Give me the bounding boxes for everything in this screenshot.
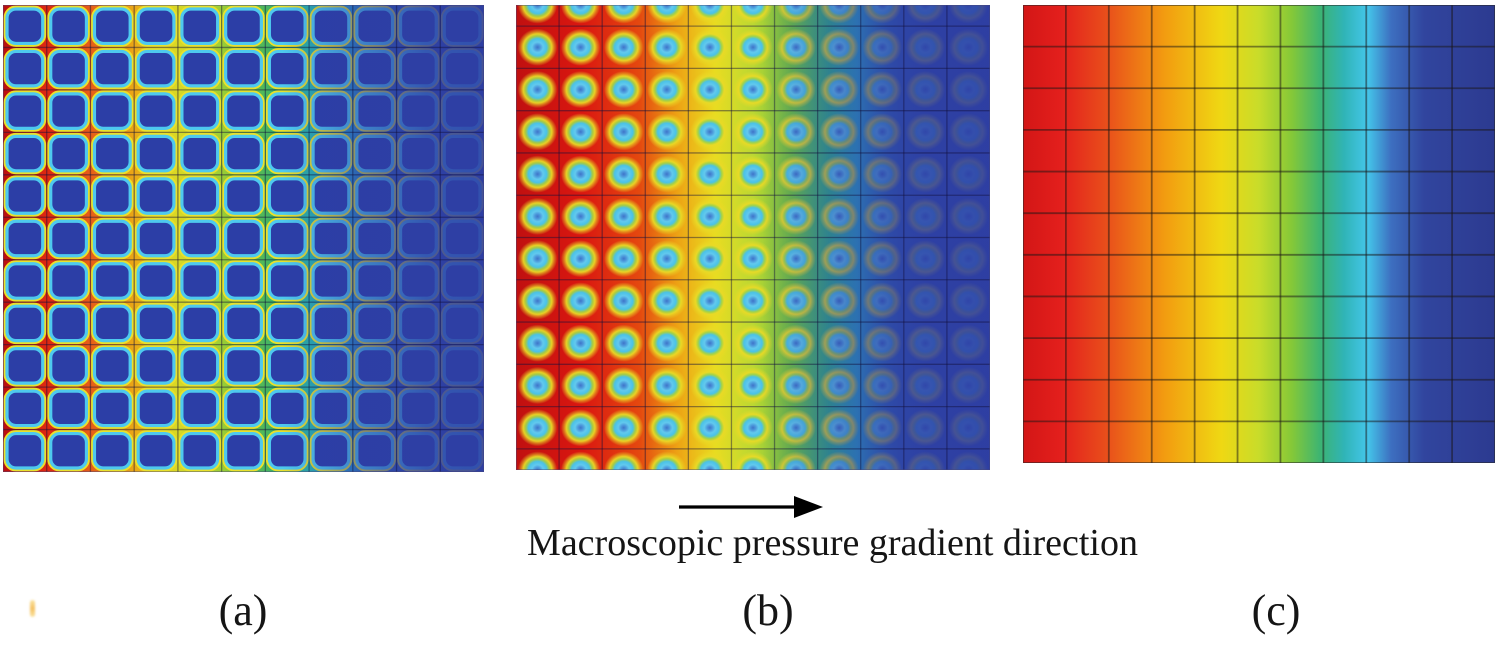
- panel-label-a: (a): [218, 586, 268, 635]
- scan-artifact: [30, 600, 35, 617]
- panel-label-c: (c): [1251, 586, 1301, 635]
- right-arrow-icon: [679, 496, 823, 518]
- vortex-field-panel-b: [516, 5, 990, 470]
- arrow-caption: Macroscopic pressure gradient direction: [527, 522, 1138, 564]
- macroscopic-pressure-panel-c: [1023, 5, 1495, 463]
- pressure-field-panel-a: [3, 5, 484, 472]
- panel-label-b: (b): [742, 586, 794, 635]
